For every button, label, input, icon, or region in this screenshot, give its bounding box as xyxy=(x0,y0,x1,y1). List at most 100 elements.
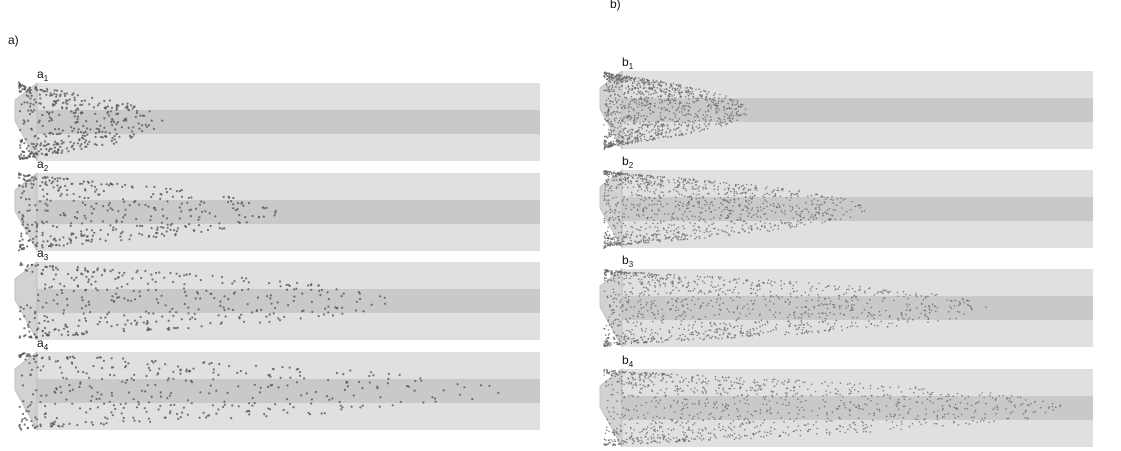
particle xyxy=(635,121,637,123)
particle xyxy=(283,409,285,411)
particle xyxy=(643,94,645,96)
particle xyxy=(22,221,24,223)
particle xyxy=(128,391,130,393)
particle xyxy=(706,188,708,190)
particle xyxy=(88,279,90,281)
particle xyxy=(621,75,623,77)
particle xyxy=(96,289,98,291)
particle xyxy=(725,293,727,295)
particle xyxy=(618,94,620,96)
particle xyxy=(682,299,684,301)
particle xyxy=(274,212,276,214)
particle xyxy=(631,96,633,98)
particle xyxy=(497,392,499,394)
particle xyxy=(829,218,831,220)
particle xyxy=(72,356,74,358)
particle xyxy=(656,230,658,232)
particle xyxy=(19,318,21,320)
particle xyxy=(185,370,187,372)
particle xyxy=(801,222,803,224)
particle xyxy=(724,116,726,118)
particle xyxy=(970,306,972,308)
particle xyxy=(608,80,610,82)
particle xyxy=(331,397,333,399)
particle xyxy=(87,181,89,183)
particle xyxy=(696,230,698,232)
particle xyxy=(731,114,733,116)
particle xyxy=(905,294,907,296)
particle xyxy=(619,314,621,316)
particle xyxy=(619,341,621,343)
particle xyxy=(662,322,664,324)
particle xyxy=(834,323,836,325)
particle xyxy=(61,193,63,195)
particle xyxy=(614,272,616,274)
particle xyxy=(678,84,680,86)
particle xyxy=(616,241,618,243)
particle xyxy=(679,111,681,113)
particle xyxy=(56,90,58,92)
particle xyxy=(66,194,68,196)
particle xyxy=(91,181,93,183)
particle xyxy=(963,313,965,315)
particle xyxy=(778,225,780,227)
particle xyxy=(286,284,288,286)
particle xyxy=(634,138,636,140)
particle xyxy=(719,309,721,311)
particle xyxy=(635,140,637,142)
particle xyxy=(807,313,809,315)
particle xyxy=(29,97,31,99)
particle xyxy=(706,201,708,203)
particle xyxy=(64,185,66,187)
particle xyxy=(651,210,653,212)
particle xyxy=(694,238,696,240)
particle xyxy=(810,222,812,224)
particle xyxy=(704,427,706,429)
particle xyxy=(780,196,782,198)
particle xyxy=(662,341,664,343)
particle xyxy=(71,183,73,185)
particle xyxy=(611,323,613,325)
particle xyxy=(280,377,282,379)
particle xyxy=(155,289,157,291)
particle xyxy=(632,176,634,178)
particle xyxy=(627,140,629,142)
particle xyxy=(675,116,677,118)
particle xyxy=(825,318,827,320)
particle xyxy=(627,132,629,134)
particle xyxy=(604,112,606,114)
particle xyxy=(91,387,93,389)
particle xyxy=(688,95,690,97)
particle xyxy=(671,136,673,138)
particle xyxy=(56,303,58,305)
particle xyxy=(622,333,624,335)
particle xyxy=(52,269,54,271)
particle xyxy=(764,227,766,229)
particle xyxy=(121,286,123,288)
particle xyxy=(827,323,829,325)
particle xyxy=(641,140,643,142)
particle xyxy=(698,128,700,130)
particle xyxy=(243,280,245,282)
particle xyxy=(55,360,57,362)
particle xyxy=(744,230,746,232)
particle xyxy=(806,331,808,333)
particle xyxy=(688,105,690,107)
particle xyxy=(624,216,626,218)
channel xyxy=(15,262,540,340)
particle xyxy=(748,232,750,234)
particle xyxy=(858,417,860,419)
particle xyxy=(658,230,660,232)
particle xyxy=(688,110,690,112)
particle xyxy=(665,88,667,90)
particle xyxy=(832,199,834,201)
particle xyxy=(654,105,656,107)
particle xyxy=(606,325,608,327)
particle xyxy=(732,337,734,339)
particle xyxy=(621,141,623,143)
particle xyxy=(687,239,689,241)
particle xyxy=(897,318,899,320)
particle xyxy=(113,143,115,145)
particle xyxy=(638,185,640,187)
particle xyxy=(616,186,618,188)
